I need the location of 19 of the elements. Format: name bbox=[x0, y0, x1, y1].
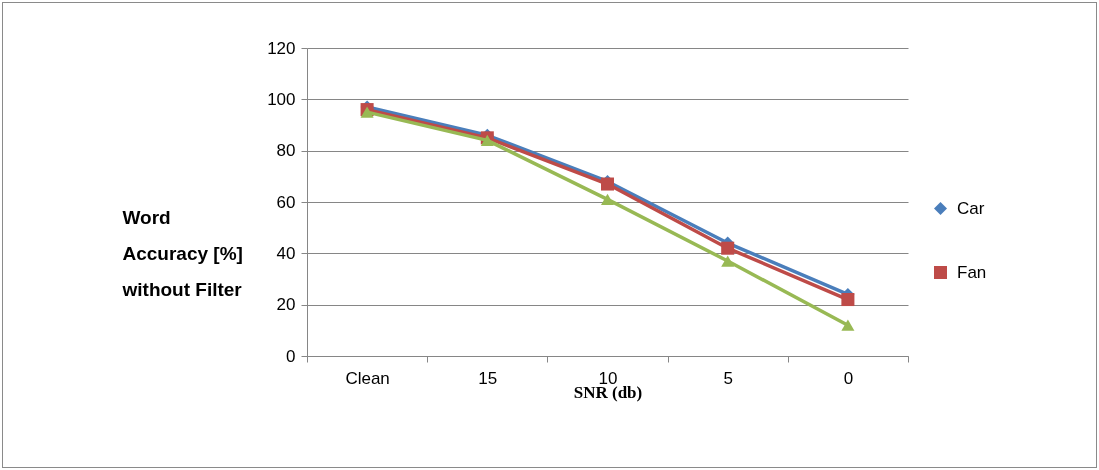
point bbox=[841, 319, 855, 331]
y-tick-label: 60 bbox=[276, 192, 296, 212]
y-tick-label: 0 bbox=[286, 346, 296, 366]
y-tick-label: 40 bbox=[276, 243, 296, 263]
x-tick-label: 5 bbox=[723, 368, 733, 388]
y-tick-label: 80 bbox=[276, 141, 296, 161]
x-tick-label: Clean bbox=[345, 368, 390, 388]
y-axis-title: Word Accuracy [%] without Filter bbox=[121, 206, 243, 300]
point bbox=[721, 241, 735, 255]
y-tick-label: 120 bbox=[267, 38, 296, 58]
y-tick-label: 100 bbox=[267, 89, 296, 109]
x-tick-label: 15 bbox=[478, 368, 498, 388]
x-tick-label: 0 bbox=[843, 368, 854, 388]
point bbox=[600, 193, 615, 206]
legend-label: Car bbox=[957, 198, 985, 218]
y-tick-label: 20 bbox=[276, 295, 296, 315]
legend-label: Fan bbox=[957, 262, 987, 282]
point bbox=[721, 255, 735, 267]
point bbox=[841, 293, 855, 307]
